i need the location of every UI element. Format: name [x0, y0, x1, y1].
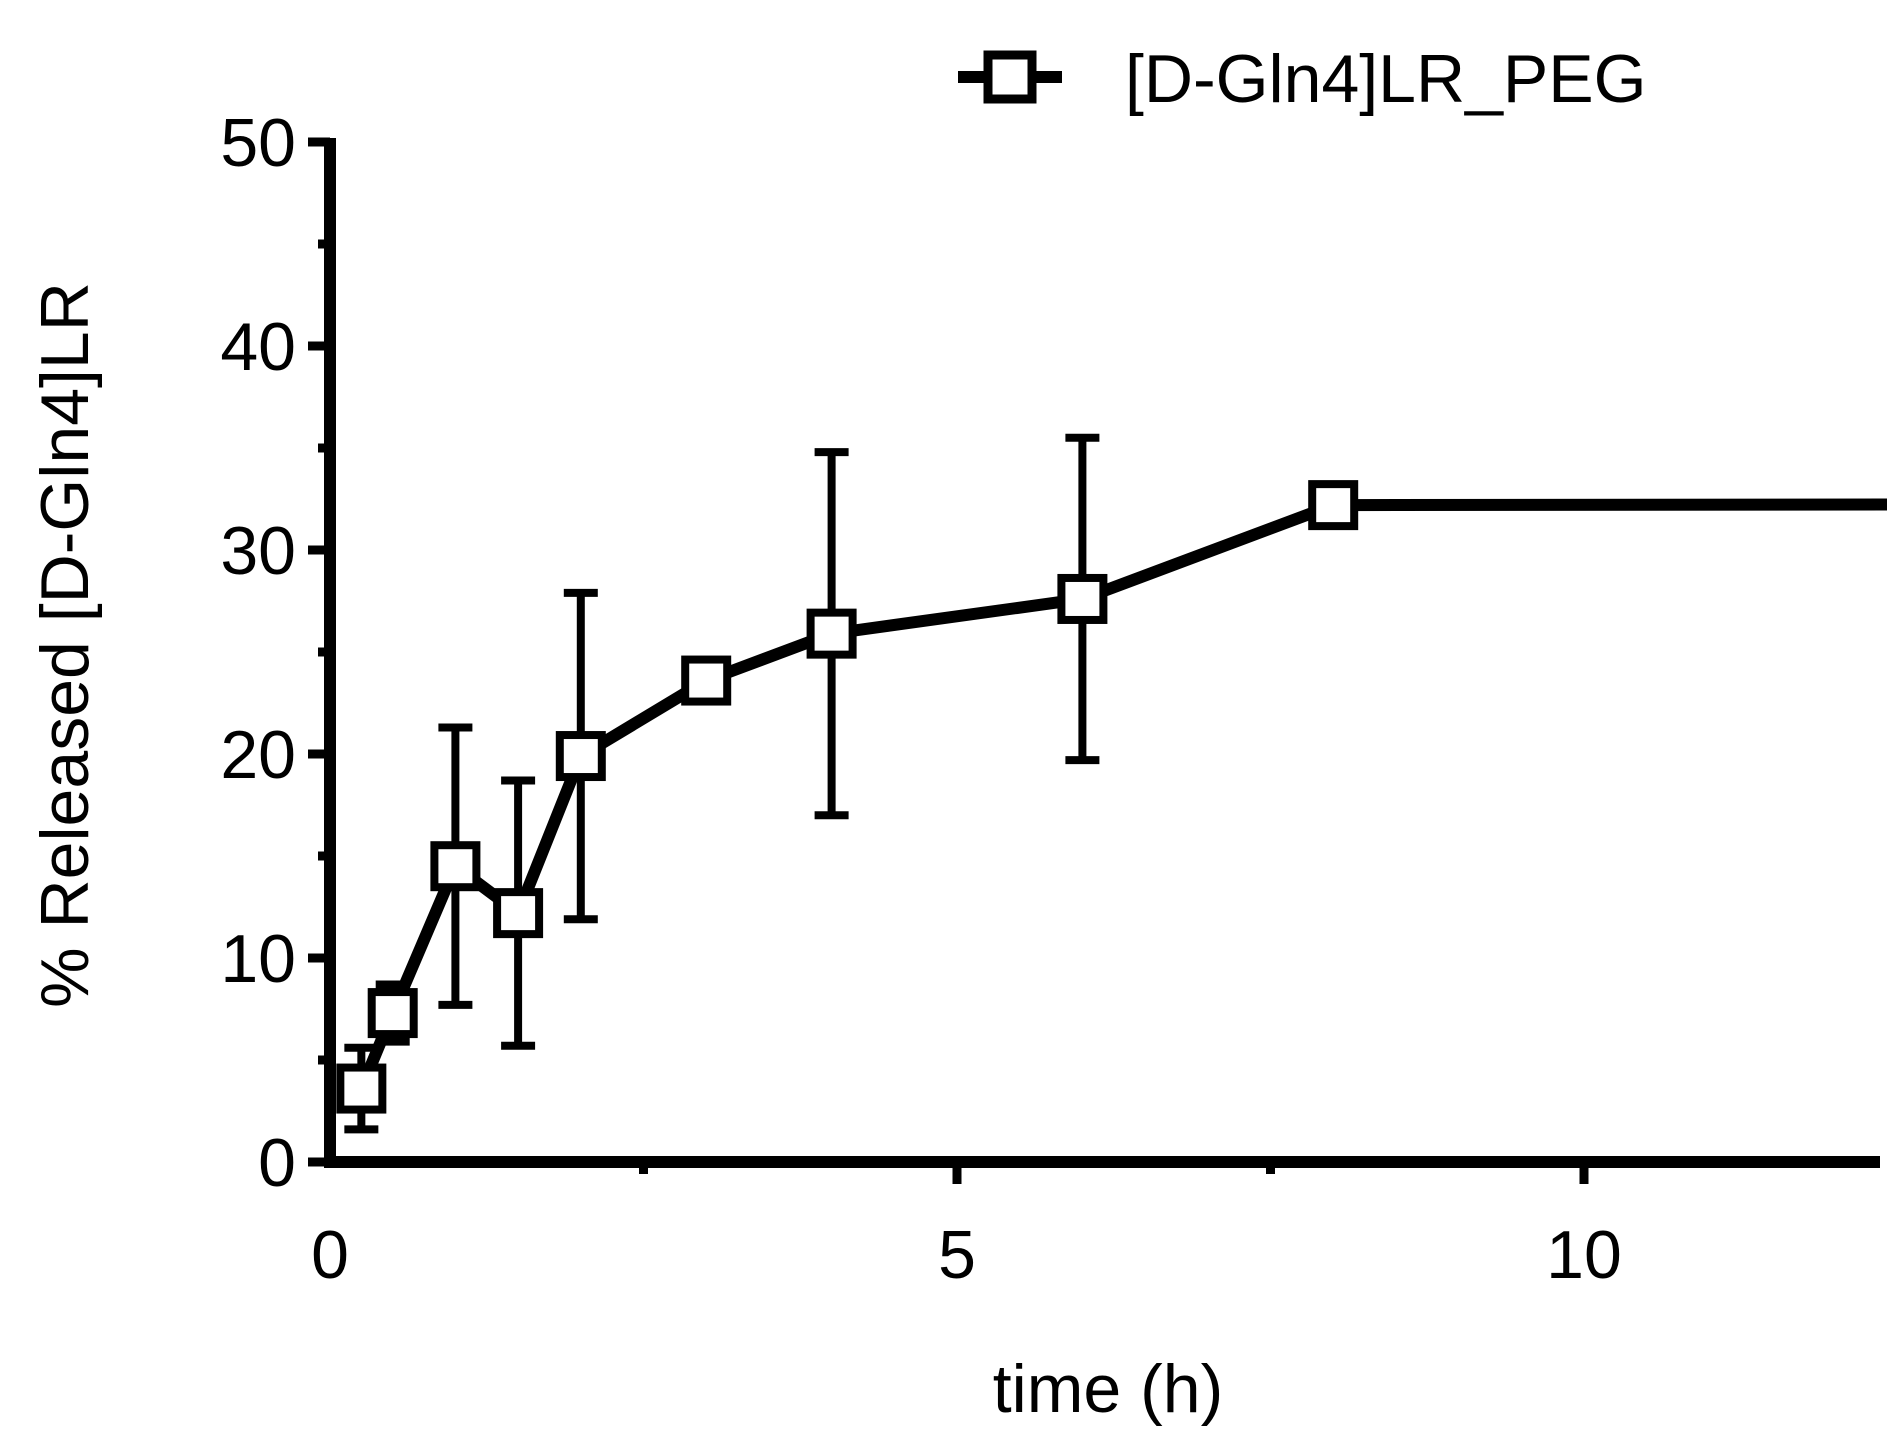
y-tick-label: 0	[258, 1125, 296, 1201]
series-line	[355, 498, 1887, 1091]
data-point-marker	[1057, 573, 1108, 624]
x-tick-label: 10	[1546, 1217, 1622, 1293]
legend: [D-Gln4]LR_PEG	[958, 41, 1647, 117]
y-axis-title: % Released [D-Gln4]LR	[27, 282, 103, 1008]
data-point-marker	[555, 731, 606, 782]
x-axis-title: time (h)	[993, 1351, 1223, 1427]
legend-marker	[983, 50, 1037, 104]
axes	[324, 138, 1880, 1168]
y-tick-label: 40	[220, 309, 296, 385]
data-point-marker	[367, 988, 418, 1039]
y-tick-label: 10	[220, 921, 296, 997]
y-tick-label: 20	[220, 717, 296, 793]
data-point-marker	[430, 841, 481, 892]
y-tick-label: 50	[220, 105, 296, 181]
data-point-marker	[336, 1063, 387, 1114]
data-point-marker	[806, 608, 857, 659]
x-tick-label: 5	[938, 1217, 976, 1293]
data-point-marker	[493, 888, 544, 939]
legend-label: [D-Gln4]LR_PEG	[1125, 41, 1647, 117]
data-point-marker	[681, 655, 732, 706]
x-tick-label: 0	[311, 1217, 349, 1293]
axis-ticks: 0102030405005101520	[220, 105, 1622, 1293]
y-tick-label: 30	[220, 513, 296, 589]
data-point-marker	[1308, 480, 1359, 531]
plot-area	[336, 433, 1887, 1134]
